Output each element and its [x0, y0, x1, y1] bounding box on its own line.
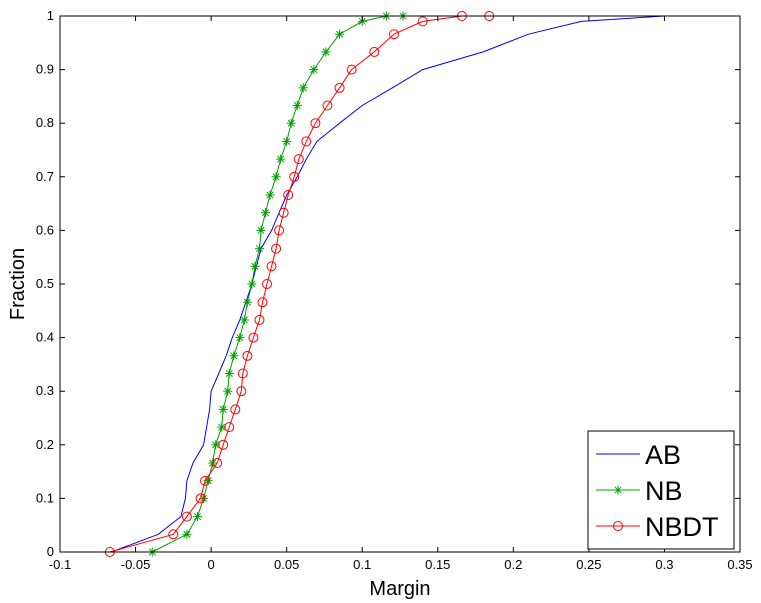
- legend-label-ab: AB: [645, 440, 681, 470]
- data-point-nbdt: [195, 493, 206, 504]
- data-point-nbdt: [293, 154, 304, 165]
- data-point-nb: [229, 351, 239, 361]
- data-point-nbdt: [271, 243, 282, 254]
- x-tick-label: 0.2: [504, 557, 522, 572]
- legend: AB NB NBDT: [587, 430, 735, 550]
- x-tick-label: 0.35: [727, 557, 752, 572]
- legend-marker-nbdt: [613, 521, 623, 531]
- data-point-nb: [335, 29, 345, 39]
- data-point-nb: [298, 83, 308, 93]
- data-point-nb: [282, 136, 292, 146]
- x-tick-label: 0.15: [425, 557, 450, 572]
- data-point-nb: [309, 65, 319, 75]
- x-tick-label: 0.25: [576, 557, 601, 572]
- y-tick-label: 0.4: [36, 330, 54, 345]
- y-tick-label: 1: [47, 8, 54, 23]
- data-point-nbdt: [224, 422, 235, 433]
- y-tick-label: 0.6: [36, 222, 54, 237]
- series-nbdt: [104, 11, 495, 557]
- series-line-nbdt: [109, 15, 490, 553]
- legend-entry-nb: NB: [596, 476, 683, 506]
- data-point-nb: [276, 154, 286, 164]
- data-point-nbdt: [274, 225, 285, 236]
- data-point-nb: [271, 172, 281, 182]
- x-tick-label: -0.1: [49, 557, 71, 572]
- data-point-nb: [211, 440, 221, 450]
- data-point-nb: [218, 404, 228, 414]
- data-point-nbdt: [283, 190, 294, 201]
- data-point-nbdt: [237, 368, 248, 379]
- data-point-nbdt: [266, 261, 277, 272]
- data-point-nb: [254, 244, 264, 254]
- data-point-nb: [250, 261, 260, 271]
- data-point-nb: [357, 16, 367, 26]
- data-point-nb: [223, 386, 233, 396]
- data-point-nbdt: [334, 82, 345, 93]
- y-tick-label: 0.2: [36, 437, 54, 452]
- x-tick-label: -0.05: [121, 557, 151, 572]
- data-point-nbdt: [181, 511, 192, 522]
- data-point-nb: [224, 369, 234, 379]
- data-point-nbdt: [257, 297, 268, 308]
- data-point-nbdt: [278, 207, 289, 218]
- data-point-nbdt: [322, 100, 333, 111]
- data-point-nb: [235, 333, 245, 343]
- data-point-nb: [321, 47, 331, 57]
- y-tick-label: 0.5: [36, 276, 54, 291]
- data-point-nbdt: [310, 118, 321, 129]
- data-point-nbdt: [168, 529, 179, 540]
- ticks-layer: -0.1 -0.05 0 0.05 0.1 0.15 0.2 0.25 0.3 0.35 0 0.1 0…: [36, 8, 753, 572]
- data-point-nb: [239, 315, 249, 325]
- y-tick-label: 0.1: [36, 490, 54, 505]
- data-point-nbdt: [301, 136, 312, 147]
- series-layer: [104, 11, 680, 557]
- data-point-nbdt: [242, 350, 253, 361]
- legend-label-nbdt: NBDT: [645, 512, 719, 542]
- data-point-nb: [242, 297, 252, 307]
- x-tick-label: 0: [207, 557, 214, 572]
- data-point-nbdt: [218, 439, 229, 450]
- y-tick-label: 0: [47, 544, 54, 559]
- data-point-nb: [261, 208, 271, 218]
- data-point-nbdt: [369, 46, 380, 57]
- y-tick-label: 0.9: [36, 62, 54, 77]
- data-point-nb: [256, 225, 266, 235]
- x-axis-label: Margin: [369, 578, 430, 600]
- data-point-nb: [217, 422, 227, 432]
- legend-entry-nbdt: NBDT: [596, 512, 719, 542]
- y-axis-label: Fraction: [7, 248, 29, 320]
- data-point-nbdt: [289, 171, 300, 182]
- data-point-nb: [292, 101, 302, 111]
- data-point-nbdt: [200, 475, 211, 486]
- data-point-nbdt: [254, 314, 265, 325]
- data-point-nbdt: [388, 29, 399, 40]
- data-point-nbdt: [262, 279, 273, 289]
- data-point-nb: [265, 190, 275, 200]
- data-point-nb: [247, 279, 257, 289]
- x-tick-label: 0.3: [655, 557, 673, 572]
- data-point-nbdt: [248, 332, 259, 343]
- x-tick-label: 0.05: [274, 557, 299, 572]
- data-point-nb: [193, 512, 203, 522]
- x-tick-label: 0.1: [353, 557, 371, 572]
- data-point-nb: [182, 529, 192, 539]
- y-tick-label: 0.8: [36, 115, 54, 130]
- data-point-nbdt: [236, 386, 247, 397]
- data-point-nbdt: [230, 404, 241, 415]
- y-tick-label: 0.7: [36, 169, 54, 184]
- data-point-nbdt: [417, 16, 428, 27]
- data-point-nbdt: [212, 458, 223, 469]
- y-tick-label: 0.3: [36, 383, 54, 398]
- data-point-nbdt: [346, 64, 357, 75]
- legend-label-nb: NB: [645, 476, 683, 506]
- legend-entry-ab: AB: [596, 440, 681, 470]
- legend-marker-nb: [613, 485, 623, 495]
- data-point-nb: [286, 118, 296, 128]
